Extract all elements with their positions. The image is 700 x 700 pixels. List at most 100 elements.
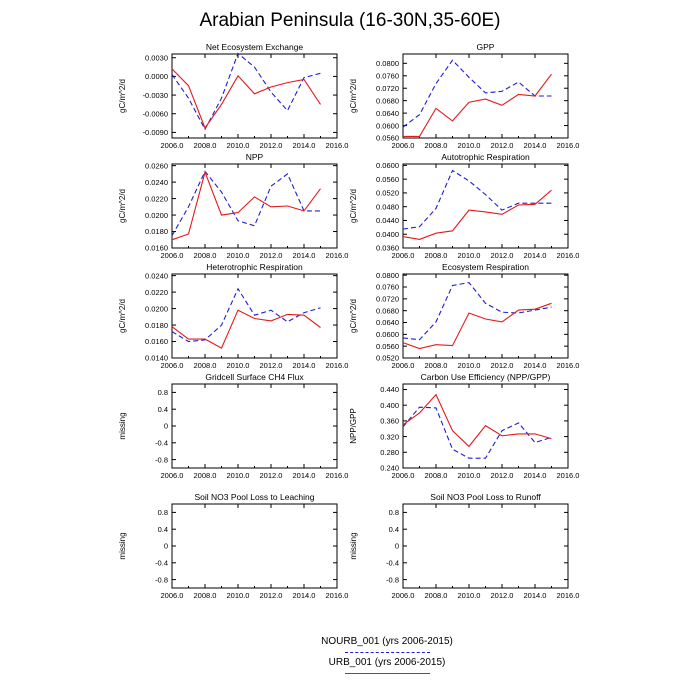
chart-title: Soil NO3 Pool Loss to Leaching bbox=[194, 492, 314, 502]
y-tick-label: 0.0000 bbox=[145, 72, 168, 81]
x-tick-label: 2008.0 bbox=[425, 591, 448, 600]
x-tick-label: 2008.0 bbox=[425, 251, 448, 260]
x-tick-label: 2016.0 bbox=[326, 141, 349, 150]
x-tick-label: 2012.0 bbox=[260, 361, 283, 370]
y-tick-label: 0.0160 bbox=[145, 337, 168, 346]
y-axis-label: gC/m^2/d bbox=[118, 79, 127, 113]
x-tick-label: 2014.0 bbox=[524, 251, 547, 260]
x-tick-label: 2012.0 bbox=[260, 591, 283, 600]
y-axis-label: gC/m^2/d bbox=[349, 299, 358, 333]
legend-line-urb bbox=[345, 673, 430, 674]
y-tick-label: 0.4 bbox=[389, 525, 399, 534]
y-tick-label: 0.8 bbox=[389, 508, 399, 517]
chart-title: Autotrophic Respiration bbox=[441, 152, 530, 162]
series-line-nourb-001 bbox=[402, 406, 552, 459]
y-tick-label: 0.0140 bbox=[145, 354, 168, 363]
y-axis-label: NPP/GPP bbox=[349, 408, 358, 444]
y-tick-label: 0.8 bbox=[158, 388, 168, 397]
y-tick-label: 0.0160 bbox=[145, 244, 168, 253]
x-tick-label: 2006.0 bbox=[392, 141, 415, 150]
x-tick-label: 2014.0 bbox=[524, 361, 547, 370]
x-tick-label: 2012.0 bbox=[260, 141, 283, 150]
chart-title: Heterotrophic Respiration bbox=[206, 262, 303, 272]
plot-frame bbox=[171, 163, 338, 249]
x-tick-label: 2016.0 bbox=[326, 251, 349, 260]
x-tick-label: 2012.0 bbox=[491, 361, 514, 370]
y-tick-label: 0.360 bbox=[380, 417, 399, 426]
series-line-urb-001 bbox=[171, 170, 321, 241]
y-tick-label: 0.0520 bbox=[376, 354, 399, 363]
chart-panel-7: Carbon Use Efficiency (NPP/GPP) NPP/GPP 20… bbox=[349, 372, 579, 480]
x-tick-label: 2006.0 bbox=[161, 591, 184, 600]
y-tick-label: 0.0560 bbox=[376, 342, 399, 351]
chart-panel-5: Ecosystem Respiration gC/m^2/d 2006.0 2008.… bbox=[349, 262, 579, 370]
page-title: Arabian Peninsula (16-30N,35-60E) bbox=[199, 10, 501, 31]
y-tick-label: 0.0680 bbox=[376, 306, 399, 315]
x-tick-label: 2010.0 bbox=[458, 141, 481, 150]
x-tick-label: 2014.0 bbox=[524, 141, 547, 150]
plot-frame bbox=[171, 503, 338, 589]
y-tick-label: -0.0030 bbox=[143, 91, 168, 100]
series-line-urb-001 bbox=[402, 393, 552, 448]
x-tick-label: 2014.0 bbox=[293, 141, 316, 150]
series-line-nourb-001 bbox=[402, 169, 552, 230]
y-axis-label: gC/m^2/d bbox=[349, 189, 358, 223]
y-tick-label: 0.280 bbox=[380, 448, 399, 457]
y-tick-label: 0.0440 bbox=[376, 216, 399, 225]
y-tick-label: 0.0360 bbox=[376, 244, 399, 253]
x-tick-label: 2008.0 bbox=[194, 471, 217, 480]
x-tick-label: 2006.0 bbox=[392, 471, 415, 480]
y-tick-label: 0 bbox=[164, 542, 168, 551]
chart-title: Net Ecosystem Exchange bbox=[206, 42, 304, 52]
y-tick-label: 0.0480 bbox=[376, 202, 399, 211]
x-tick-label: 2006.0 bbox=[392, 251, 415, 260]
x-tick-label: 2012.0 bbox=[491, 471, 514, 480]
y-tick-label: 0.240 bbox=[380, 464, 399, 473]
x-tick-label: 2012.0 bbox=[260, 251, 283, 260]
y-axis-label: missing bbox=[118, 412, 127, 439]
y-tick-label: 0 bbox=[395, 542, 399, 551]
y-tick-label: 0.0240 bbox=[145, 178, 168, 187]
x-tick-label: 2010.0 bbox=[227, 251, 250, 260]
plot-frame bbox=[402, 503, 569, 589]
y-tick-label: 0.320 bbox=[380, 432, 399, 441]
x-tick-label: 2016.0 bbox=[557, 471, 580, 480]
y-tick-label: 0.0400 bbox=[376, 230, 399, 239]
x-tick-label: 2016.0 bbox=[557, 361, 580, 370]
chart-panel-2: NPP gC/m^2/d 2006.0 2008.0 2010.0 2012.0 2014.… bbox=[118, 152, 348, 260]
y-tick-label: 0.0800 bbox=[376, 271, 399, 280]
series-line-nourb-001 bbox=[171, 170, 321, 236]
y-axis-label: missing bbox=[349, 532, 358, 559]
y-tick-label: -0.4 bbox=[155, 559, 168, 568]
y-axis-label: gC/m^2/d bbox=[349, 79, 358, 113]
y-tick-label: -0.8 bbox=[155, 455, 168, 464]
y-tick-label: 0.0560 bbox=[376, 175, 399, 184]
y-tick-label: 0.0640 bbox=[376, 109, 399, 118]
x-tick-label: 2008.0 bbox=[425, 361, 448, 370]
chart-panel-9: Soil NO3 Pool Loss to Runoff missing 2006.… bbox=[349, 492, 579, 600]
y-tick-label: 0.0260 bbox=[145, 161, 168, 170]
series-line-nourb-001 bbox=[171, 287, 321, 343]
x-tick-label: 2014.0 bbox=[293, 471, 316, 480]
y-tick-label: 0.8 bbox=[158, 508, 168, 517]
series-line-urb-001 bbox=[171, 309, 321, 349]
x-tick-label: 2008.0 bbox=[194, 591, 217, 600]
y-tick-label: 0.400 bbox=[380, 401, 399, 410]
x-tick-label: 2014.0 bbox=[524, 471, 547, 480]
series-line-urb-001 bbox=[402, 189, 552, 240]
chart-title: Carbon Use Efficiency (NPP/GPP) bbox=[421, 372, 551, 382]
x-tick-label: 2010.0 bbox=[227, 141, 250, 150]
x-tick-label: 2008.0 bbox=[194, 361, 217, 370]
legend-label-nourb: NOURB_001 (yrs 2006-2015) bbox=[321, 636, 453, 647]
x-tick-label: 2006.0 bbox=[161, 251, 184, 260]
y-tick-label: 0.4 bbox=[158, 405, 168, 414]
x-tick-label: 2010.0 bbox=[227, 591, 250, 600]
plot-frame bbox=[171, 383, 338, 469]
series-line-urb-001 bbox=[403, 73, 552, 137]
y-tick-label: 0.0600 bbox=[376, 330, 399, 339]
chart-panel-0: Net Ecosystem Exchange gC/m^2/d 2006.0 2008… bbox=[118, 42, 348, 150]
y-tick-label: 0.0720 bbox=[376, 295, 399, 304]
x-tick-label: 2008.0 bbox=[425, 141, 448, 150]
y-tick-label: 0.0600 bbox=[376, 161, 399, 170]
